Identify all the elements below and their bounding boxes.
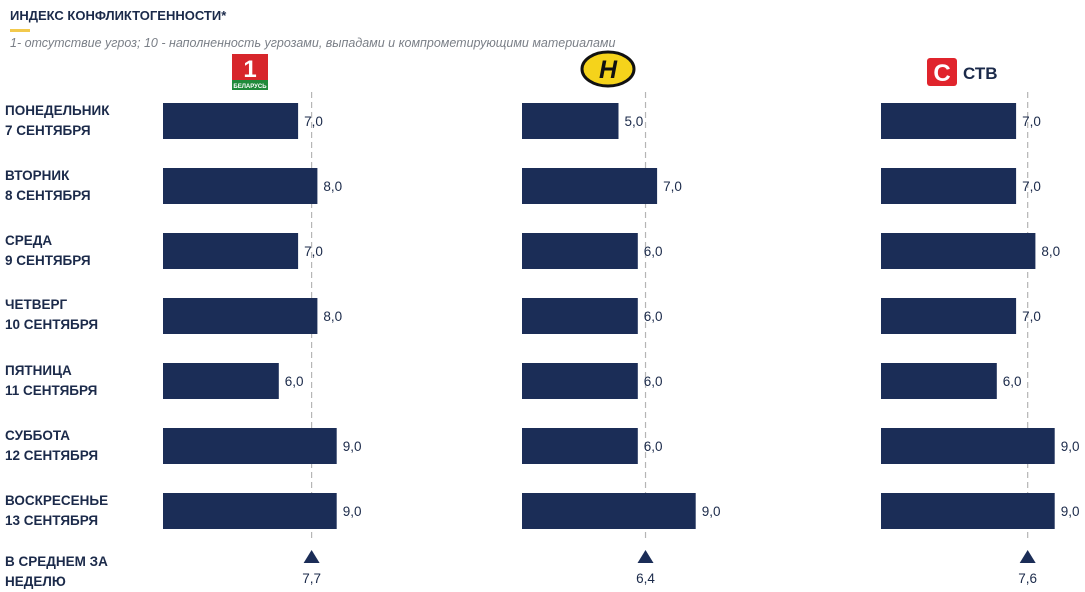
ont-bar-day-5 bbox=[522, 363, 638, 399]
day-date: 12 СЕНТЯБРЯ bbox=[5, 448, 99, 463]
title-accent-line bbox=[10, 29, 30, 32]
belarus1-bar-value-day-2: 8,0 bbox=[323, 179, 342, 194]
day-name: ПЯТНИЦА bbox=[5, 363, 72, 378]
chart-subtitle: 1- отсутствие угроз; 10 - наполненность … bbox=[10, 36, 616, 50]
belarus1-bar-day-3 bbox=[163, 233, 299, 269]
ctb-bar-value-day-4: 7,0 bbox=[1022, 309, 1041, 324]
ont-average-value: 6,4 bbox=[636, 571, 655, 586]
belarus1-bar-value-day-1: 7,0 bbox=[304, 114, 323, 129]
day-label-friday: ПЯТНИЦА 11 СЕНТЯБРЯ bbox=[5, 361, 97, 401]
ont-bar-day-6 bbox=[522, 428, 638, 464]
ctb-average-marker bbox=[1019, 550, 1036, 563]
ctb-bar-day-7 bbox=[881, 493, 1055, 529]
day-date: 11 СЕНТЯБРЯ bbox=[5, 383, 98, 398]
ont-logo-ring bbox=[580, 50, 636, 88]
ctb-bar-day-5 bbox=[881, 363, 997, 399]
belarus1-average-marker bbox=[303, 550, 320, 563]
belarus1-average-value: 7,7 bbox=[302, 571, 321, 586]
belarus1-bar-day-2 bbox=[163, 168, 318, 204]
ctb-logo-red-square bbox=[927, 58, 957, 86]
day-name: СРЕДА bbox=[5, 233, 53, 248]
ont-bar-day-4 bbox=[522, 298, 638, 334]
ont-bar-value-day-5: 6,0 bbox=[644, 374, 663, 389]
day-name: ВТОРНИК bbox=[5, 168, 70, 183]
ont-bar-value-day-1: 5,0 bbox=[625, 114, 644, 129]
ont-bar-day-7 bbox=[522, 493, 696, 529]
day-name: ЧЕТВЕРГ bbox=[5, 297, 68, 312]
belarus1-bar-day-4 bbox=[163, 298, 318, 334]
ctb-bar-day-3 bbox=[881, 233, 1036, 269]
ont-average-marker bbox=[637, 550, 654, 563]
day-label-saturday: СУББОТА 12 СЕНТЯБРЯ bbox=[5, 426, 98, 466]
weekly-average-label: В СРЕДНЕМ ЗА НЕДЕЛЮ bbox=[5, 552, 108, 592]
day-date: 7 СЕНТЯБРЯ bbox=[5, 123, 91, 138]
ctb-bar-day-6 bbox=[881, 428, 1055, 464]
day-label-thursday: ЧЕТВЕРГ 10 СЕНТЯБРЯ bbox=[5, 295, 98, 335]
ctb-bar-day-2 bbox=[881, 168, 1017, 204]
day-date: 8 СЕНТЯБРЯ bbox=[5, 188, 91, 203]
day-label-monday: ПОНЕДЕЛЬНИК 7 СЕНТЯБРЯ bbox=[5, 101, 109, 141]
ctb-bar-value-day-7: 9,0 bbox=[1061, 504, 1080, 519]
ont-logo-letter: Н bbox=[599, 56, 618, 84]
day-name: СУББОТА bbox=[5, 428, 71, 443]
ont-bar-value-day-4: 6,0 bbox=[644, 309, 663, 324]
ctb-bar-value-day-2: 7,0 bbox=[1022, 179, 1041, 194]
ctb-logo-letter: С bbox=[933, 60, 950, 87]
ont-bar-value-day-6: 6,0 bbox=[644, 439, 663, 454]
belarus1-logo: 1 БЕЛАРУСЬ bbox=[232, 54, 268, 90]
belarus1-bar-day-5 bbox=[163, 363, 279, 399]
belarus1-bar-value-day-5: 6,0 bbox=[285, 374, 304, 389]
ont-bar-value-day-2: 7,0 bbox=[663, 179, 682, 194]
day-label-tuesday: ВТОРНИК 8 СЕНТЯБРЯ bbox=[5, 166, 91, 206]
day-date: 9 СЕНТЯБРЯ bbox=[5, 253, 91, 268]
ont-bar-day-3 bbox=[522, 233, 638, 269]
belarus1-bar-value-day-4: 8,0 bbox=[323, 309, 342, 324]
ont-bar-value-day-7: 9,0 bbox=[702, 504, 721, 519]
belarus1-logo-numeral: 1 bbox=[243, 56, 256, 83]
ont-bar-day-1 bbox=[522, 103, 619, 139]
ctb-bar-day-1 bbox=[881, 103, 1017, 139]
day-label-wednesday: СРЕДА 9 СЕНТЯБРЯ bbox=[5, 231, 91, 271]
belarus1-logo-caption: БЕЛАРУСЬ bbox=[233, 84, 267, 90]
belarus1-bar-day-7 bbox=[163, 493, 337, 529]
ctb-logo-word: СТВ bbox=[963, 64, 998, 83]
ctb-bar-value-day-1: 7,0 bbox=[1022, 114, 1041, 129]
day-name: ВОСКРЕСЕНЬЕ bbox=[5, 493, 109, 508]
ctb-bar-value-day-3: 8,0 bbox=[1041, 244, 1060, 259]
ont-bar-day-2 bbox=[522, 168, 658, 204]
average-line2: НЕДЕЛЮ bbox=[5, 574, 66, 589]
ctb-bar-value-day-6: 9,0 bbox=[1061, 439, 1080, 454]
belarus1-bar-value-day-3: 7,0 bbox=[304, 244, 323, 259]
ctb-average-value: 7,6 bbox=[1018, 571, 1037, 586]
belarus1-bar-day-1 bbox=[163, 103, 299, 139]
chart-title: ИНДЕКС КОНФЛИКТОГЕННОСТИ* bbox=[10, 8, 227, 23]
ctb-bar-day-4 bbox=[881, 298, 1017, 334]
day-date: 10 СЕНТЯБРЯ bbox=[5, 317, 99, 332]
belarus1-logo-red-block bbox=[232, 54, 268, 80]
belarus1-bar-value-day-7: 9,0 bbox=[343, 504, 362, 519]
ont-logo: Н bbox=[580, 50, 636, 88]
belarus1-bar-day-6 bbox=[163, 428, 337, 464]
belarus1-bar-value-day-6: 9,0 bbox=[343, 439, 362, 454]
ctb-logo: С СТВ bbox=[927, 58, 998, 87]
ont-bar-value-day-3: 6,0 bbox=[644, 244, 663, 259]
average-line1: В СРЕДНЕМ ЗА bbox=[5, 554, 108, 569]
ctb-bar-value-day-5: 6,0 bbox=[1003, 374, 1022, 389]
day-name: ПОНЕДЕЛЬНИК bbox=[5, 103, 110, 118]
day-label-sunday: ВОСКРЕСЕНЬЕ 13 СЕНТЯБРЯ bbox=[5, 491, 108, 531]
day-date: 13 СЕНТЯБРЯ bbox=[5, 513, 99, 528]
belarus1-logo-green-band bbox=[232, 80, 268, 90]
